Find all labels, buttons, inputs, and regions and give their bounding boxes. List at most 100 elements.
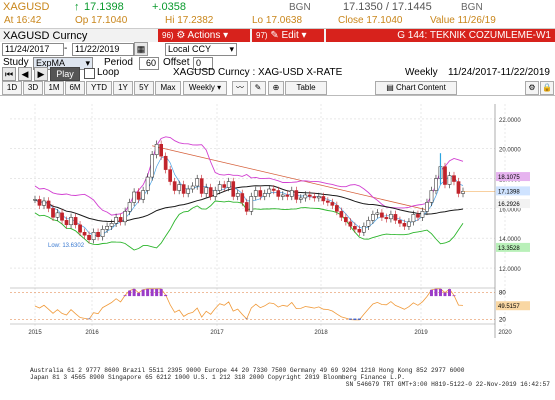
candle-body: [389, 214, 393, 220]
back-icon[interactable]: ◀: [18, 67, 32, 81]
table-button[interactable]: Table: [285, 81, 327, 95]
line-chart-icon[interactable]: 〰: [232, 81, 248, 95]
candle-body: [262, 193, 267, 197]
forward-icon[interactable]: ▶: [34, 67, 48, 81]
rewind-icon[interactable]: ⏮: [2, 67, 16, 81]
rsi-oversold: [87, 318, 91, 320]
calendar-icon[interactable]: ▦: [134, 42, 148, 56]
chevron-down-icon: ▾: [217, 83, 222, 92]
range-button-1m[interactable]: 1M: [44, 81, 64, 95]
settings-icon[interactable]: ⚙: [525, 81, 539, 95]
chart-content-button[interactable]: ▤ Chart Content: [375, 81, 457, 95]
rsi-value-label: 49.5157: [498, 304, 520, 310]
trend-line: [152, 145, 428, 211]
currency-value: Local CCY: [168, 44, 212, 54]
lower-band-label-bg: [496, 242, 530, 252]
end-date-field[interactable]: 11/22/2019: [72, 43, 134, 56]
candle-body: [168, 169, 173, 182]
period-field[interactable]: 60: [139, 57, 159, 70]
candle-body: [375, 212, 380, 215]
offset-field[interactable]: 0: [193, 57, 213, 70]
price-change: +.0358: [152, 1, 186, 13]
rsi-label-bg: [496, 301, 530, 311]
candle-body: [42, 200, 46, 206]
year-label: 2018: [314, 330, 328, 336]
at-time: At 16:42: [4, 15, 42, 26]
ema-line: [34, 185, 464, 223]
edit-menu[interactable]: 97) ✎ Edit ▾: [252, 29, 324, 43]
candle-body: [452, 175, 456, 182]
candle-body: [285, 194, 290, 197]
study-value: ExpMA: [36, 58, 66, 68]
candle-body: [253, 190, 258, 197]
candle-body: [249, 196, 254, 212]
price-tick-label: 16.0000: [499, 207, 521, 213]
candle-body: [60, 212, 64, 221]
range-button-6m[interactable]: 6M: [65, 81, 85, 95]
study-bar: Study ExpMA ▾ Period 60 Offset 0: [0, 56, 555, 70]
candle-body: [199, 178, 204, 194]
bid-ask: 17.1350 / 17.1445: [343, 1, 432, 13]
candle-body: [91, 231, 96, 240]
range-button-3d[interactable]: 3D: [23, 81, 43, 95]
candle-body: [271, 188, 276, 191]
rsi-20-label: 20: [499, 318, 506, 324]
range-button-5y[interactable]: 5Y: [134, 81, 154, 95]
zoom-icon[interactable]: ⊕: [268, 81, 284, 95]
frequency-select[interactable]: Weekly ▾: [183, 81, 227, 95]
candle-body: [411, 214, 416, 223]
price-chart[interactable]: Low: 13.6302 22.000020.000018.000016.000…: [0, 96, 555, 400]
candle-body: [294, 190, 299, 200]
date-bar: 11/24/2017 - 11/22/2019 ▦ Local CCY ▾: [0, 42, 555, 56]
rsi-oversold: [357, 318, 361, 320]
range-label: 11/24/2017-11/22/2019: [448, 67, 550, 78]
candle-body: [434, 178, 438, 191]
candle-body: [150, 154, 154, 178]
bgn-label-2: BGN: [461, 2, 483, 13]
candle-body: [402, 223, 407, 227]
date-separator: -: [64, 43, 68, 54]
rsi-overbought: [429, 289, 433, 297]
value-date: Value 11/26/19: [430, 15, 496, 26]
security-bar: XAGUSD Curncy 96) ⚙ Actions ▾ 97) ✎ Edit…: [0, 28, 555, 43]
lock-icon[interactable]: 🔒: [540, 81, 554, 95]
range-button-1y[interactable]: 1Y: [113, 81, 133, 95]
candle-body: [46, 200, 51, 209]
plot-series: Low: 13.6302: [33, 136, 495, 321]
candle-body: [371, 214, 375, 221]
currency-select[interactable]: Local CCY ▾: [165, 43, 237, 56]
chevron-down-icon: ▾: [85, 58, 90, 68]
upper-band-label-bg: [496, 172, 530, 182]
candle-body: [172, 181, 177, 191]
actions-menu[interactable]: 96) ⚙ Actions ▾: [158, 29, 250, 43]
candle-body: [461, 191, 465, 194]
ticker: XAGUSD: [3, 1, 50, 13]
frequency-label: Weekly: [405, 67, 438, 78]
candle-body: [447, 175, 452, 185]
rsi-overbought: [132, 288, 136, 297]
range-button-max[interactable]: Max: [155, 81, 181, 95]
security-name[interactable]: XAGUSD Curncy: [3, 30, 88, 42]
rsi-overbought: [150, 288, 154, 297]
candle-body: [307, 194, 312, 197]
candle-body: [204, 187, 209, 194]
candle-body: [226, 181, 231, 188]
draw-icon[interactable]: ✎: [250, 81, 266, 95]
rsi-overbought: [443, 292, 447, 297]
last-price-label: 17.1398: [498, 189, 520, 195]
candle-body: [132, 191, 136, 203]
candle-body: [321, 196, 326, 202]
rsi-overbought: [434, 288, 438, 297]
actions-label: Actions: [187, 30, 221, 41]
chart-background: [0, 96, 555, 400]
loop-checkbox[interactable]: [84, 68, 95, 79]
range-button-1d[interactable]: 1D: [2, 81, 22, 95]
range-button-ytd[interactable]: YTD: [86, 81, 112, 95]
last-price: 17.1398: [84, 1, 124, 13]
candle-body: [37, 199, 42, 206]
lower-band-line: [34, 200, 464, 251]
high-value: Hi 17.2382: [165, 15, 214, 26]
candle-body: [123, 211, 127, 223]
start-date-field[interactable]: 11/24/2017: [2, 43, 64, 56]
play-button[interactable]: Play: [50, 67, 80, 81]
